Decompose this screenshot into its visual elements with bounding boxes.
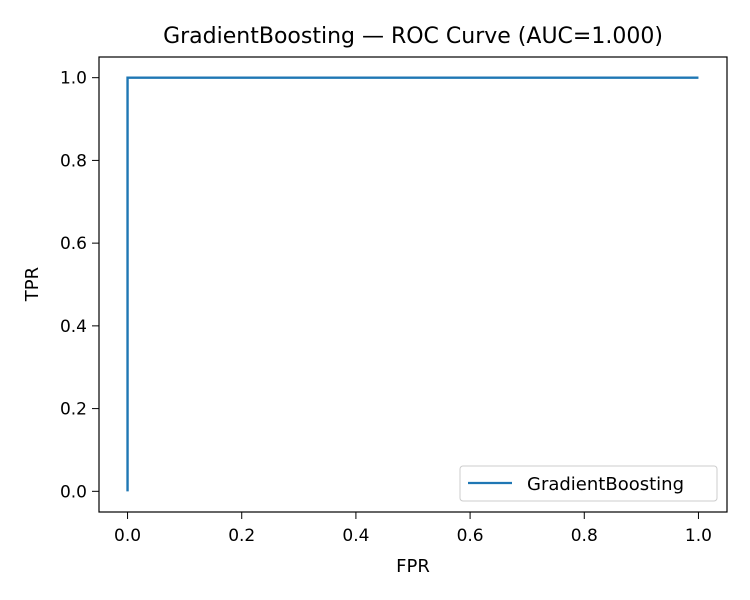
chart-title: GradientBoosting — ROC Curve (AUC=1.000) (163, 24, 663, 49)
plot-layer (126, 76, 699, 492)
plot-frame (98, 56, 728, 513)
x-tick-label: 0.8 (571, 526, 598, 546)
legend-box (459, 465, 718, 502)
legend: GradientBoosting (459, 465, 718, 502)
y-axis-label: TPR (22, 267, 43, 302)
legend-label-gradientboosting: GradientBoosting (527, 474, 684, 495)
y-tick-label: 1.0 (60, 69, 87, 89)
y-tick-label: 0.2 (60, 400, 87, 420)
x-tick-label: 0.4 (342, 526, 369, 546)
ticks-layer: 0.0 0.2 0.4 0.6 0.8 1.0 0.0 0.2 0.4 0.6 0.8 1.0 (60, 69, 712, 546)
x-tick-label: 1.0 (685, 526, 712, 546)
y-tick-label: 0.8 (60, 151, 87, 171)
x-tick-label: 0.2 (228, 526, 255, 546)
x-tick-label: 0.6 (457, 526, 484, 546)
x-tick-label: 0.0 (114, 526, 141, 546)
y-tick-label: 0.0 (60, 482, 87, 502)
y-tick-label: 0.4 (60, 317, 87, 337)
x-axis-label: FPR (396, 556, 430, 577)
roc-series-line-gradientboosting (126, 76, 699, 492)
y-tick-label: 0.6 (60, 234, 87, 254)
